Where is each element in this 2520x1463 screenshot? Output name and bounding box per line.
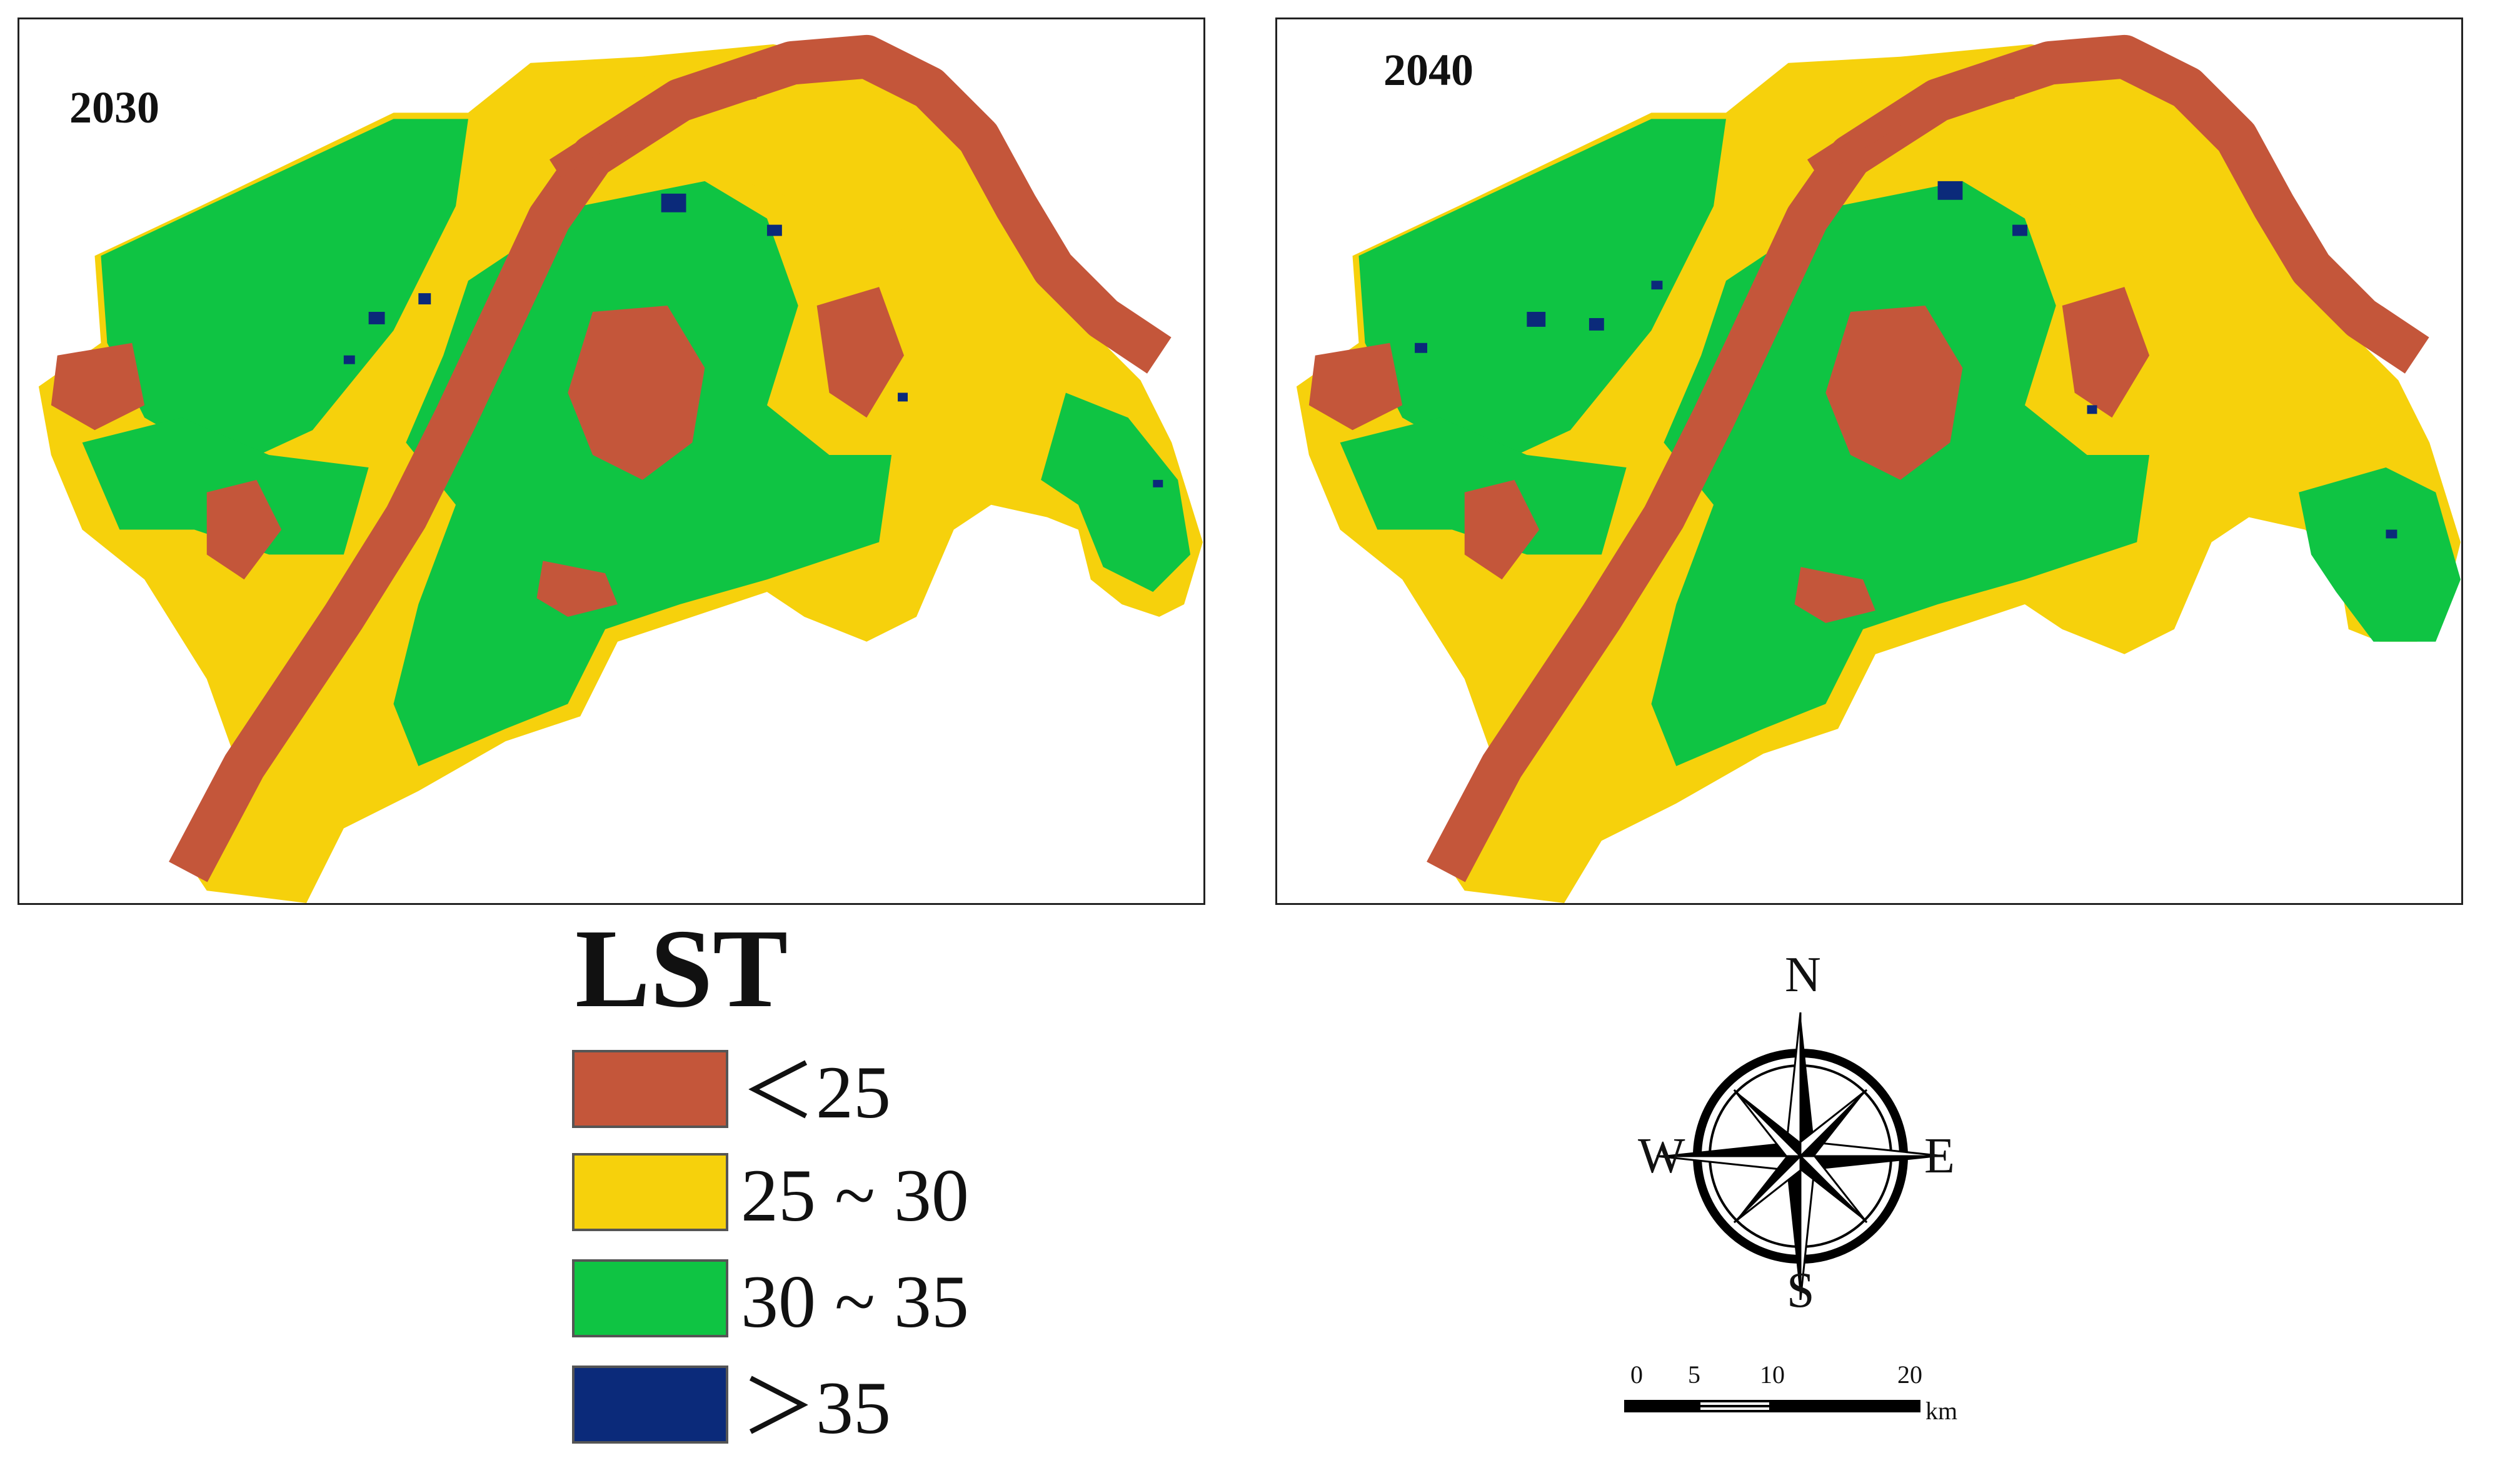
- legend-label: 25 ~ 30: [741, 1154, 969, 1237]
- legend-swatch: [572, 1366, 728, 1444]
- green-zone-west: [101, 119, 468, 467]
- brown-lake-zone: [568, 306, 705, 480]
- compass-south-label: S: [1787, 1263, 1815, 1318]
- brown-patch-east: [2062, 287, 2150, 418]
- legend-swatch: [572, 1050, 728, 1128]
- scale-tick-label: 10: [1760, 1361, 1785, 1389]
- green-zone-southwest: [1340, 417, 1627, 555]
- map-year-2030: 2030: [69, 82, 159, 132]
- compass-west-label: W: [1638, 1129, 1685, 1184]
- legend-item: 25 ~ 30: [572, 1153, 1122, 1234]
- compass-rose-icon: [1656, 1012, 1945, 1301]
- legend-title: LST: [575, 906, 788, 1031]
- brown-patch-east: [816, 287, 905, 418]
- compass-rose: N S E W: [1625, 950, 1975, 1325]
- river-branch: [1807, 77, 2015, 178]
- brown-patch-south: [1794, 567, 1875, 623]
- water-pixels: [343, 193, 1163, 487]
- yellow-north-band: [1813, 56, 2274, 368]
- legend-item: ＜25: [572, 1050, 1122, 1131]
- legend-label: ＞35: [741, 1366, 891, 1449]
- lst-map-2040: [1296, 34, 2461, 903]
- brown-lake-zone: [1825, 306, 1963, 480]
- scale-tick-label: 20: [1897, 1361, 1922, 1389]
- map-panel-2040: 2040: [1275, 17, 2463, 905]
- brown-patch-south: [536, 561, 618, 617]
- scale-unit-label: km: [1925, 1397, 1958, 1425]
- legend-item: ＞35: [572, 1366, 1122, 1447]
- brown-patch-sw: [1464, 479, 1540, 580]
- water-pixels: [1415, 181, 2397, 539]
- green-zone-southwest: [82, 417, 369, 555]
- legend-label: ＜25: [741, 1051, 891, 1134]
- lst-map-2030: [38, 34, 1203, 903]
- legend-label: 30 ~ 35: [741, 1260, 969, 1343]
- brown-patch-west: [51, 342, 145, 431]
- green-zone-west: [1358, 119, 1726, 467]
- compass-east-label: E: [1924, 1129, 1955, 1184]
- map-panel-2030: 2030: [18, 17, 1205, 905]
- scale-tick-label: 0: [1630, 1361, 1643, 1389]
- brown-patch-west: [1308, 342, 1403, 431]
- brown-patch-sw: [206, 479, 282, 580]
- legend-swatch: [572, 1259, 728, 1337]
- green-zone-east: [1041, 392, 1191, 592]
- compass-north-label: N: [1785, 947, 1821, 1002]
- scale-bar-graphic: [1624, 1400, 1920, 1412]
- green-zone-east: [2299, 467, 2461, 642]
- scale-tick-label: 5: [1688, 1361, 1700, 1389]
- scale-bar: 0 5 10 20 km: [1619, 1362, 1969, 1437]
- river-branch: [549, 77, 757, 178]
- legend-item: 30 ~ 35: [572, 1259, 1122, 1341]
- map-year-2040: 2040: [1383, 45, 1473, 95]
- legend-swatch: [572, 1153, 728, 1231]
- legend: LST ＜25 25 ~ 30 30 ~ 35 ＞35: [563, 912, 1125, 1450]
